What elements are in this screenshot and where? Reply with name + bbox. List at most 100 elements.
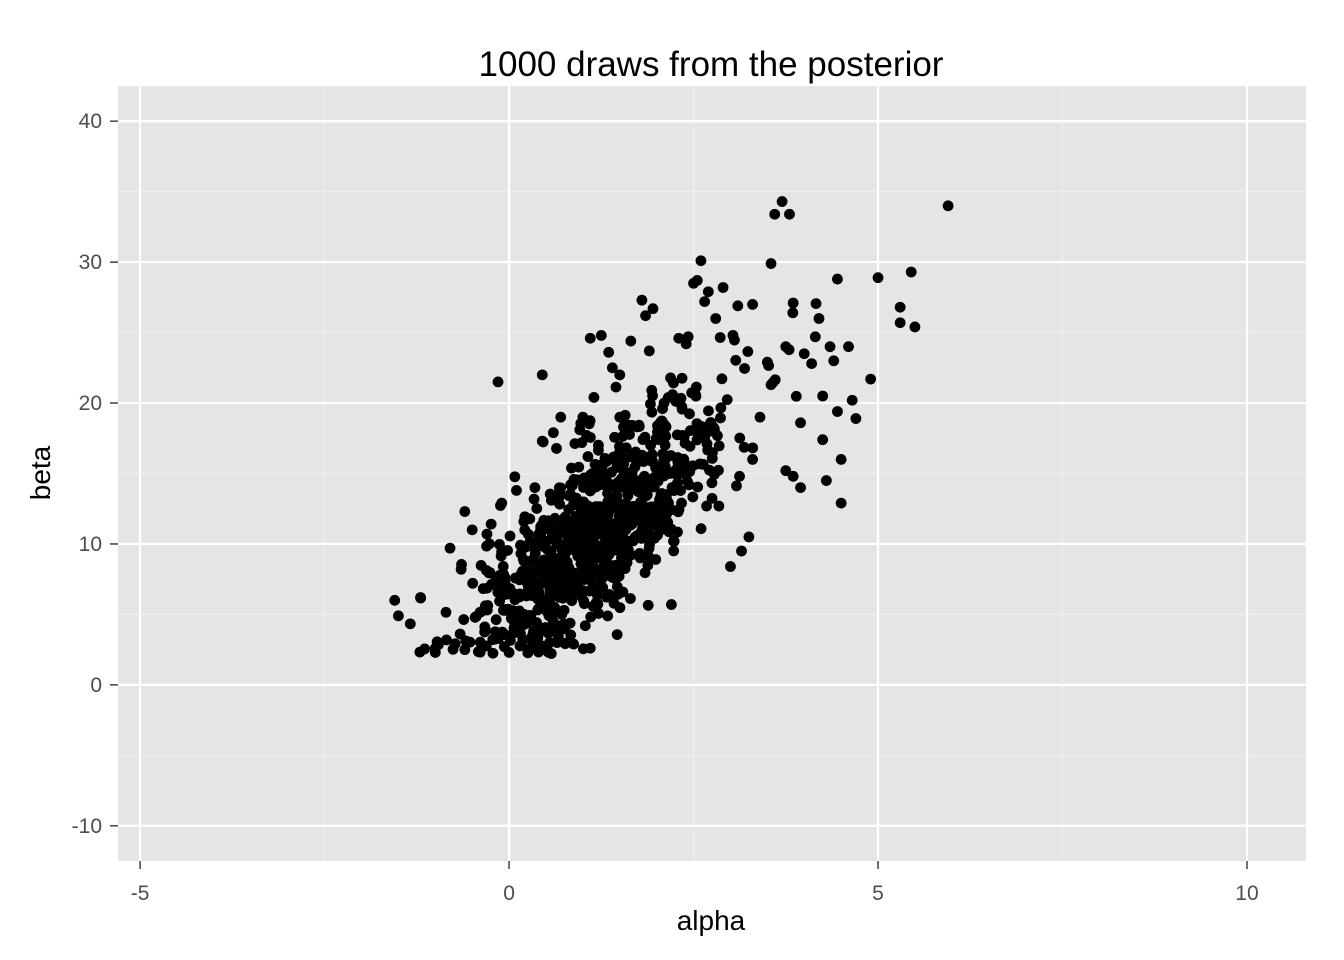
scatter-point: [624, 471, 635, 483]
scatter-point: [528, 493, 540, 505]
scatter-point: [633, 475, 644, 487]
scatter-point: [668, 545, 680, 557]
scatter-point: [717, 282, 729, 293]
scatter-point: [576, 564, 587, 576]
scatter-point: [666, 599, 677, 610]
scatter-point: [535, 521, 547, 533]
scatter-point: [529, 482, 541, 493]
scatter-point: [561, 545, 573, 557]
scatter-point: [780, 465, 792, 477]
scatter-point: [504, 530, 516, 542]
scatter-point: [569, 438, 581, 450]
scatter-point: [455, 563, 467, 575]
scatter-point: [611, 581, 623, 593]
scatter-point: [725, 561, 736, 572]
scatter-point: [817, 434, 829, 446]
scatter-point: [559, 638, 571, 650]
scatter-point: [614, 475, 626, 487]
scatter-point: [514, 640, 526, 652]
scatter-point: [554, 498, 566, 510]
scatter-point: [588, 392, 600, 403]
scatter-point: [695, 523, 707, 535]
scatter-point: [642, 550, 654, 562]
scatter-point: [673, 504, 685, 515]
scatter-point: [544, 515, 556, 527]
scatter-point: [850, 413, 862, 424]
y-tick-label: 0: [90, 674, 102, 697]
scatter-point: [569, 541, 580, 552]
scatter-point: [535, 562, 546, 573]
scatter-point: [846, 394, 858, 406]
scatter-point: [441, 634, 452, 646]
scatter-point: [828, 355, 840, 367]
scatter-point: [458, 614, 470, 625]
scatter-point: [524, 535, 536, 547]
scatter-point: [607, 520, 619, 532]
scatter-point: [783, 344, 795, 356]
scatter-point: [639, 431, 651, 443]
scatter-point: [469, 611, 481, 623]
scatter-point: [505, 634, 516, 646]
scatter-point: [732, 300, 744, 312]
scatter-point: [795, 482, 806, 493]
scatter-point: [699, 296, 711, 307]
scatter-point: [865, 373, 877, 385]
scatter-point: [584, 332, 596, 344]
scatter-point: [625, 593, 636, 604]
scatter-point: [628, 501, 640, 513]
scatter-point: [817, 390, 829, 402]
scatter-point: [614, 369, 626, 381]
scatter-point: [532, 604, 544, 616]
scatter-point: [627, 449, 639, 460]
scatter-point: [747, 442, 759, 454]
scatter-point: [533, 580, 545, 592]
x-axis-title: alpha: [677, 905, 746, 936]
scatter-point: [478, 604, 490, 616]
scatter-point: [631, 530, 643, 542]
scatter-point: [558, 618, 570, 630]
scatter-point: [666, 482, 678, 494]
scatter-point: [673, 332, 685, 344]
scatter-point: [614, 499, 626, 511]
scatter-point: [472, 646, 484, 658]
scatter-point: [739, 363, 750, 374]
scatter-point: [652, 529, 663, 541]
scatter-point: [681, 475, 693, 487]
scatter-point: [460, 635, 472, 647]
scatter-point: [769, 208, 781, 220]
scatter-point: [519, 574, 531, 586]
scatter-point: [389, 594, 401, 606]
scatter-point: [661, 509, 672, 520]
scatter-point: [894, 301, 906, 313]
scatter-point: [734, 432, 746, 444]
scatter-point: [540, 622, 551, 633]
scatter-point: [742, 346, 754, 357]
scatter-point: [597, 582, 609, 593]
scatter-point: [487, 647, 499, 659]
scatter-point: [642, 519, 653, 531]
scatter-point: [489, 633, 501, 645]
scatter-point: [610, 544, 621, 556]
scatter-point: [614, 602, 626, 614]
scatter-point: [392, 610, 404, 622]
scatter-point: [590, 596, 602, 608]
scatter-point: [602, 477, 614, 489]
scatter-point: [552, 630, 564, 642]
scatter-point: [544, 636, 556, 648]
scatter-point: [798, 348, 810, 360]
scatter-point: [662, 392, 674, 403]
scatter-point: [832, 406, 843, 417]
scatter-point: [459, 506, 471, 517]
scatter-point: [809, 331, 821, 343]
scatter-point: [577, 643, 589, 655]
scatter-point: [715, 412, 726, 424]
scatter-point: [596, 502, 608, 514]
scatter-point: [555, 482, 567, 494]
scatter-point: [593, 444, 604, 456]
scatter-point: [584, 585, 595, 597]
scatter-point: [485, 518, 497, 530]
scatter-point: [467, 577, 479, 589]
scatter-point: [444, 542, 456, 554]
scatter-point: [542, 555, 554, 566]
scatter-point: [492, 376, 504, 388]
